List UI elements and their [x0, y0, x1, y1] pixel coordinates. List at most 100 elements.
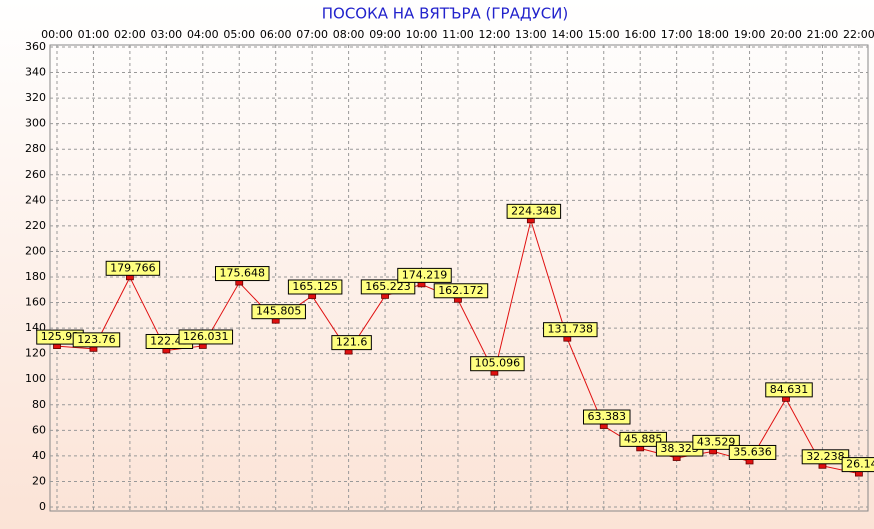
x-tick-label: 09:00	[369, 28, 401, 41]
value-label-box	[801, 449, 850, 465]
value-label: 145.805	[251, 304, 306, 320]
x-tick-label: 04:00	[187, 28, 219, 41]
x-tick-label: 08:00	[333, 28, 365, 41]
y-tick-label: 40	[32, 449, 46, 462]
value-label: 63.383	[583, 409, 631, 425]
x-tick-label: 21:00	[807, 28, 839, 41]
value-label: 45.885	[619, 431, 667, 447]
value-label-text: 125.93	[41, 330, 80, 343]
value-label: 174.219	[397, 267, 452, 283]
value-label-text: 174.219	[402, 268, 448, 281]
x-tick-label: 16:00	[624, 28, 656, 41]
y-tick-label: 280	[25, 142, 46, 155]
value-label: 26.14	[841, 457, 874, 473]
value-label-text: 63.383	[588, 410, 627, 423]
x-tick-label: 01:00	[78, 28, 110, 41]
y-tick-label: 360	[25, 40, 46, 53]
plot-frame	[49, 44, 869, 512]
value-label-box	[287, 279, 343, 295]
x-tick-label: 03:00	[150, 28, 182, 41]
x-tick-label: 10:00	[406, 28, 438, 41]
value-label-box	[105, 260, 161, 276]
y-tick-label: 20	[32, 474, 46, 487]
x-tick-label: 06:00	[260, 28, 292, 41]
x-tick-label: 17:00	[661, 28, 693, 41]
value-label-box	[178, 329, 234, 345]
y-tick-label: 120	[25, 347, 46, 360]
y-tick-label: 80	[32, 398, 46, 411]
value-label-text: 84.631	[770, 383, 809, 396]
value-label-text: 38.325	[660, 442, 699, 455]
value-label-box	[470, 356, 525, 372]
value-label-box	[543, 322, 598, 338]
y-tick-label: 160	[25, 296, 46, 309]
value-label-text: 45.885	[624, 432, 663, 445]
value-label: 131.738	[543, 322, 598, 338]
value-label-text: 224.348	[511, 204, 557, 217]
grid: 0204060801001201401601802002202402602803…	[25, 28, 874, 513]
value-label: 105.096	[470, 356, 525, 372]
value-label: 165.223	[360, 279, 416, 295]
value-label: 121.6	[331, 335, 372, 351]
x-tick-label: 13:00	[515, 28, 547, 41]
value-label-box	[583, 409, 631, 425]
x-tick-label: 00:00	[41, 28, 73, 41]
value-label-box	[619, 431, 667, 447]
value-label-text: 179.766	[110, 261, 156, 274]
x-tick-label: 14:00	[551, 28, 583, 41]
value-label-box	[397, 267, 452, 283]
value-label: 32.238	[801, 449, 850, 465]
value-label-text: 105.096	[475, 357, 521, 370]
x-tick-label: 15:00	[588, 28, 620, 41]
value-label: 175.648	[215, 266, 270, 282]
x-tick-label: 18:00	[697, 28, 729, 41]
value-label-box	[72, 332, 121, 348]
x-tick-label: 22:00	[843, 28, 874, 41]
y-tick-label: 0	[39, 500, 46, 513]
value-label: 165.125	[287, 279, 343, 295]
y-tick-label: 200	[25, 244, 46, 257]
value-label-box	[692, 434, 740, 450]
value-label-text: 175.648	[220, 267, 266, 280]
value-label: 179.766	[105, 260, 161, 276]
value-label-box	[215, 266, 270, 282]
value-label-box	[433, 283, 489, 299]
value-label-box	[765, 382, 813, 398]
value-label: 125.93	[36, 329, 84, 345]
value-label-text: 32.238	[806, 450, 845, 463]
value-label-text: 35.636	[733, 445, 772, 458]
value-label-text: 165.223	[365, 280, 411, 293]
x-tick-label: 12:00	[479, 28, 511, 41]
value-label-text: 145.805	[256, 305, 302, 318]
value-label: 38.325	[655, 441, 704, 457]
value-label-text: 126.031	[183, 330, 229, 343]
x-tick-label: 05:00	[223, 28, 255, 41]
y-tick-label: 240	[25, 193, 46, 206]
value-label-box	[841, 457, 874, 473]
y-tick-label: 260	[25, 168, 46, 181]
value-label: 126.031	[178, 329, 234, 345]
value-label-box	[506, 203, 562, 219]
y-tick-label: 220	[25, 219, 46, 232]
value-label-text: 26.14	[846, 458, 874, 471]
x-tick-label: 02:00	[114, 28, 146, 41]
x-tick-label: 20:00	[770, 28, 802, 41]
value-label: 224.348	[506, 203, 562, 219]
value-label-box	[728, 444, 777, 460]
chart-title: ПОСОКА НА ВЯТЪРА (ГРАДУСИ)	[322, 5, 569, 23]
plot: 125.93123.76179.766122.49126.031175.6481…	[36, 203, 874, 477]
value-label-text: 162.172	[438, 284, 484, 297]
y-tick-label: 300	[25, 117, 46, 130]
value-label-text: 121.6	[336, 336, 368, 349]
x-tick-label: 11:00	[442, 28, 474, 41]
value-label: 123.76	[72, 332, 121, 348]
value-label-box	[360, 279, 416, 295]
value-label-text: 43.529	[697, 435, 736, 448]
value-label-box	[251, 304, 306, 320]
value-label: 84.631	[765, 382, 813, 398]
value-label: 43.529	[692, 434, 740, 450]
x-tick-label: 19:00	[734, 28, 766, 41]
y-tick-label: 60	[32, 423, 46, 436]
value-label-box	[331, 335, 372, 351]
